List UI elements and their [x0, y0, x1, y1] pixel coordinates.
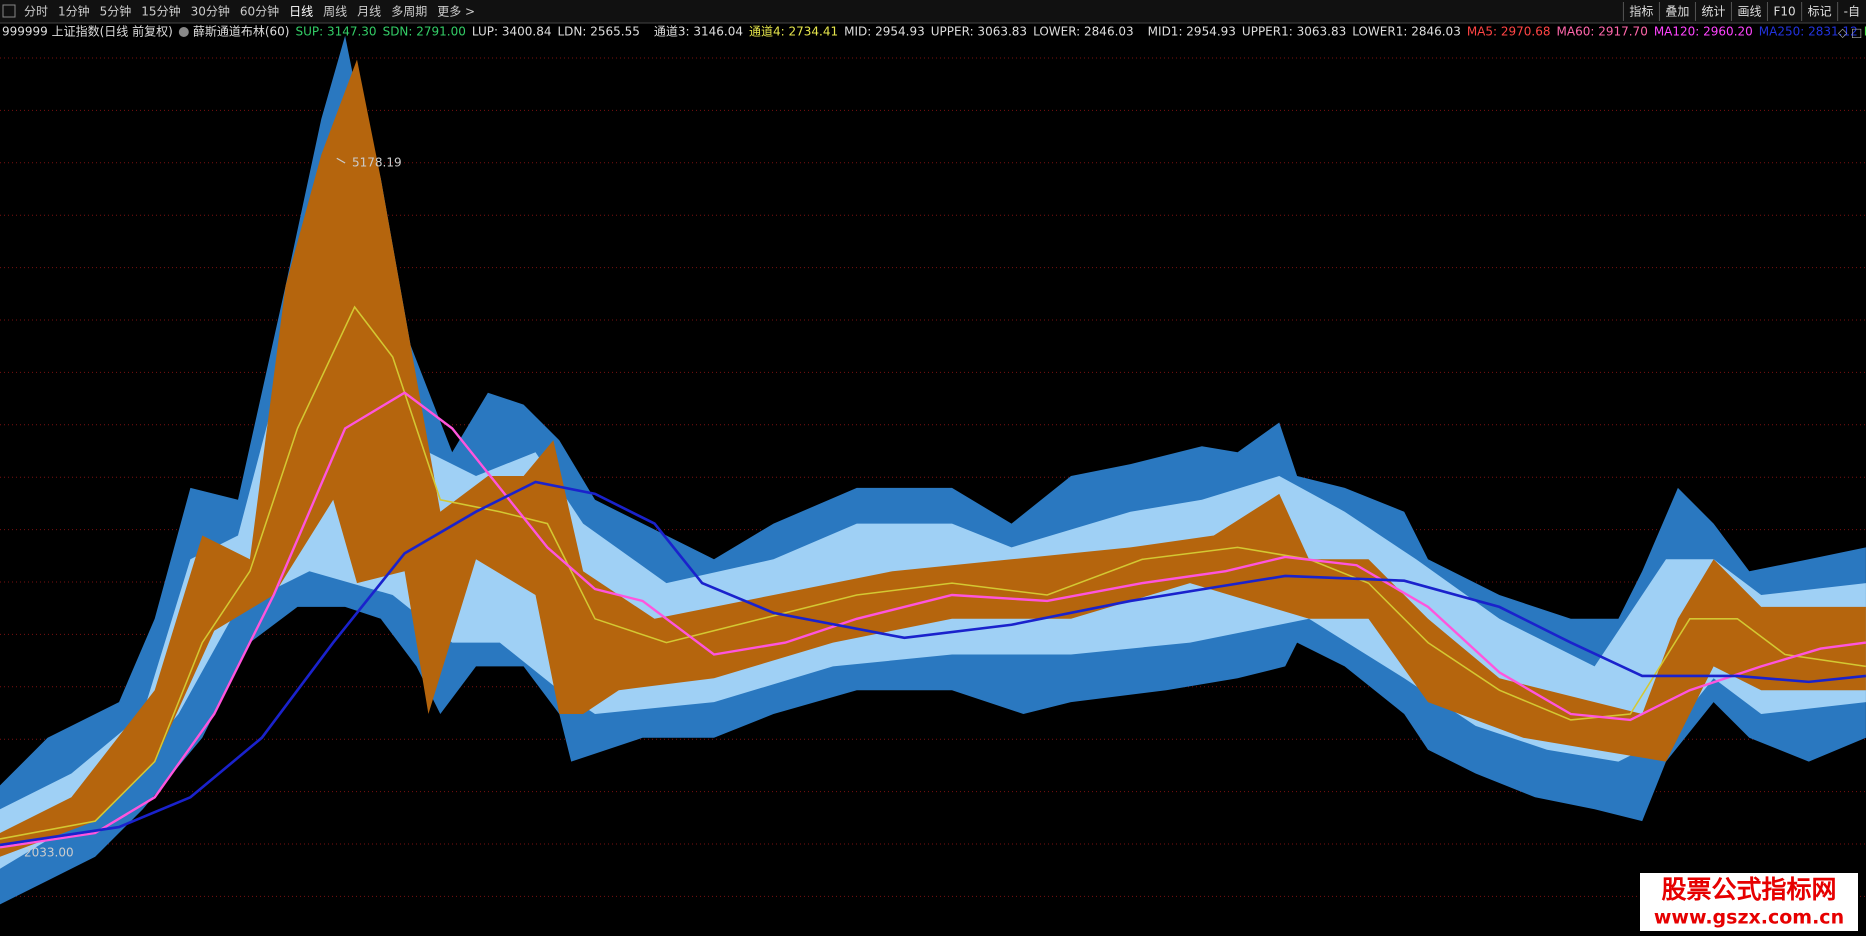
outer-band — [0, 35, 1866, 905]
ma-line-blue — [0, 480, 1866, 847]
ma-line-yellow — [0, 305, 1866, 840]
chart-curves — [0, 35, 1866, 905]
toolbar-button[interactable]: 叠加 — [1665, 5, 1689, 19]
menu-icon[interactable] — [2, 4, 16, 18]
indicator-value: MA250: 2831.12 — [1759, 25, 1858, 39]
indicator-value: LDN: 2565.55 — [558, 25, 640, 39]
low-label: 2033.00 — [24, 846, 74, 860]
toolbar-button[interactable]: -自 — [1844, 5, 1860, 19]
toolbar-tab[interactable]: 1分钟 — [58, 4, 90, 19]
toolbar-tab[interactable]: 30分钟 — [191, 4, 230, 19]
toolbar-tab[interactable]: 60分钟 — [240, 4, 279, 19]
indicator-value: MA5: 2970.68 — [1467, 25, 1551, 39]
indicator-value: 通道4: 2734.41 — [749, 25, 838, 39]
toolbar-button[interactable]: 指标 — [1629, 4, 1653, 19]
indicator-value: 通道3: 3146.04 — [654, 25, 743, 39]
high-label: 5178.19 — [352, 156, 402, 170]
watermark-box — [1640, 873, 1858, 931]
indicator-value: UPPER1: 3063.83 — [1242, 25, 1346, 39]
indicator-value: UPPER: 3063.83 — [931, 25, 1027, 39]
toolbar-tab[interactable]: 多周期 — [391, 5, 427, 19]
toolbar-tab[interactable]: 5分钟 — [100, 4, 132, 19]
high-marker — [336, 157, 346, 164]
toolbar-tab[interactable]: 周线 — [323, 5, 347, 19]
indicator-value: MID1: 2954.93 — [1148, 25, 1236, 39]
watermark-title: 股票公式指标网 — [1661, 875, 1836, 904]
toolbar-tab[interactable]: 日线 — [289, 5, 313, 19]
ma-line-pink — [0, 391, 1866, 849]
toolbar-tab[interactable]: 分时 — [24, 5, 48, 19]
indicator-value: BBI: 2971.36 — [1864, 25, 1866, 39]
indicator-value: MA120: 2960.20 — [1654, 25, 1753, 39]
watermark-url: www.gszx.com.cn — [1654, 907, 1844, 929]
toolbar-button[interactable]: 标记 — [1808, 5, 1832, 19]
indicator-value: SUP: 3147.30 — [295, 25, 376, 39]
indicator-value: SDN: 2791.00 — [383, 25, 466, 39]
indicator-name: 薛斯通道布林(60) — [193, 25, 290, 39]
channel-band — [0, 59, 1866, 857]
toolbar-tab[interactable]: 15分钟 — [141, 4, 180, 19]
indicator-value: LOWER1: 2846.03 — [1352, 25, 1461, 39]
toolbar-tab[interactable]: 月线 — [357, 5, 381, 19]
indicator-value: MA60: 2917.70 — [1557, 25, 1648, 39]
toolbar-button[interactable]: 画线 — [1737, 5, 1761, 19]
indicator-value: MID: 2954.93 — [844, 25, 925, 39]
symbol-name: 999999 上证指数(日线 前复权) — [2, 24, 173, 39]
indicator-header: 999999 上证指数(日线 前复权) 薛斯通道布林(60) SUP: 3147.3… — [2, 24, 1866, 39]
indicator-icon[interactable] — [178, 27, 189, 37]
toolbar-tabs: 分时 1分钟 5分钟 15分钟 30分钟 60分钟 日线 周线 月线 多周期 更多 > — [2, 4, 475, 19]
toolbar-button[interactable]: F10 — [1773, 5, 1795, 19]
toolbar-tab[interactable]: 更多 > — [437, 5, 475, 19]
toolbar — [0, 0, 1866, 23]
indicator-value: LOWER: 2846.03 — [1033, 25, 1134, 39]
header-icons: ◇ □ — [1838, 26, 1862, 40]
toolbar-button[interactable]: 统计 — [1701, 5, 1725, 19]
indicator-value: LUP: 3400.84 — [472, 25, 552, 39]
